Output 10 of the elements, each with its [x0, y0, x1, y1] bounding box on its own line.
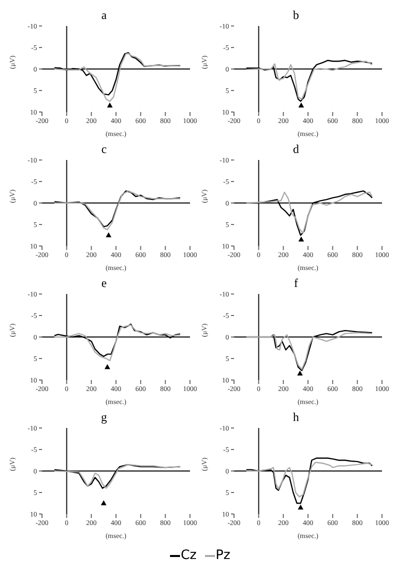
chart-title: f	[293, 276, 299, 290]
chart-title: d	[292, 142, 300, 156]
legend-label: Pz	[214, 548, 230, 563]
chart-title: a	[100, 8, 108, 22]
chart-title: g	[100, 410, 108, 424]
chart-title: h	[292, 410, 300, 424]
chart-title: b	[292, 8, 300, 22]
chart-title: c	[100, 142, 108, 156]
legend-label: Cz	[180, 548, 197, 563]
chart-title: e	[100, 276, 108, 290]
